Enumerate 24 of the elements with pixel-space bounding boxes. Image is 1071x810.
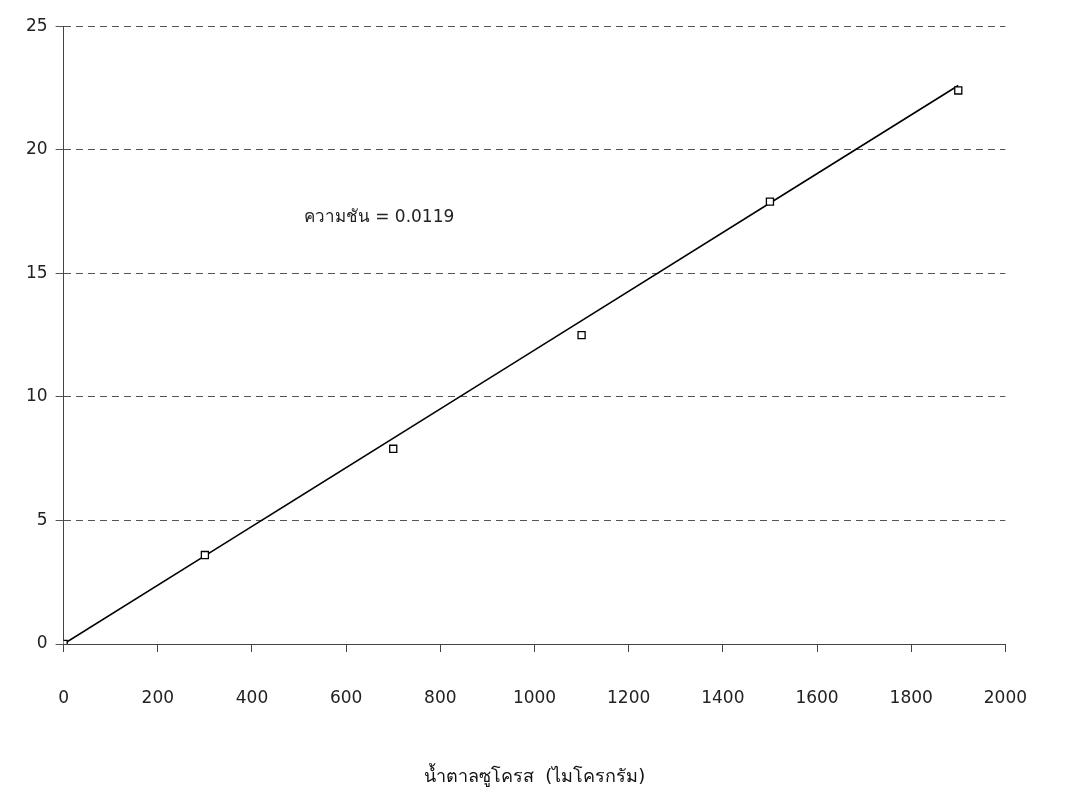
annotation: ความชัน = 0.0119 xyxy=(303,206,455,227)
x-tick-label: 1600 xyxy=(795,686,839,707)
y-tick-label: 0 xyxy=(36,632,48,653)
y-tick-label: 5 xyxy=(36,508,48,529)
point xyxy=(954,86,963,95)
point xyxy=(200,550,210,560)
x-tick-label: 1400 xyxy=(701,686,745,707)
x-tick-label: 600 xyxy=(329,686,363,707)
x-tick-label: 2000 xyxy=(983,686,1027,707)
x-tick-label: 200 xyxy=(141,686,175,707)
y-tick-label: 10 xyxy=(25,385,48,406)
x-axis-title: น้ำตาลซูโครส (ไมโครกรัม) xyxy=(423,762,646,787)
point xyxy=(765,197,775,206)
y-tick-label: 20 xyxy=(25,138,48,159)
x-tick-label: 1800 xyxy=(889,686,933,707)
x-tick-label: 1000 xyxy=(512,686,557,707)
x-tick-label: 1200 xyxy=(607,686,651,707)
y-tick-label: 25 xyxy=(25,14,48,35)
point xyxy=(389,444,398,453)
x-tick-label: 800 xyxy=(424,686,457,707)
x-tick-label: 0 xyxy=(58,686,70,707)
point xyxy=(577,330,586,340)
y-tick-label: 15 xyxy=(25,261,48,282)
x-tick-label: 400 xyxy=(235,686,269,707)
